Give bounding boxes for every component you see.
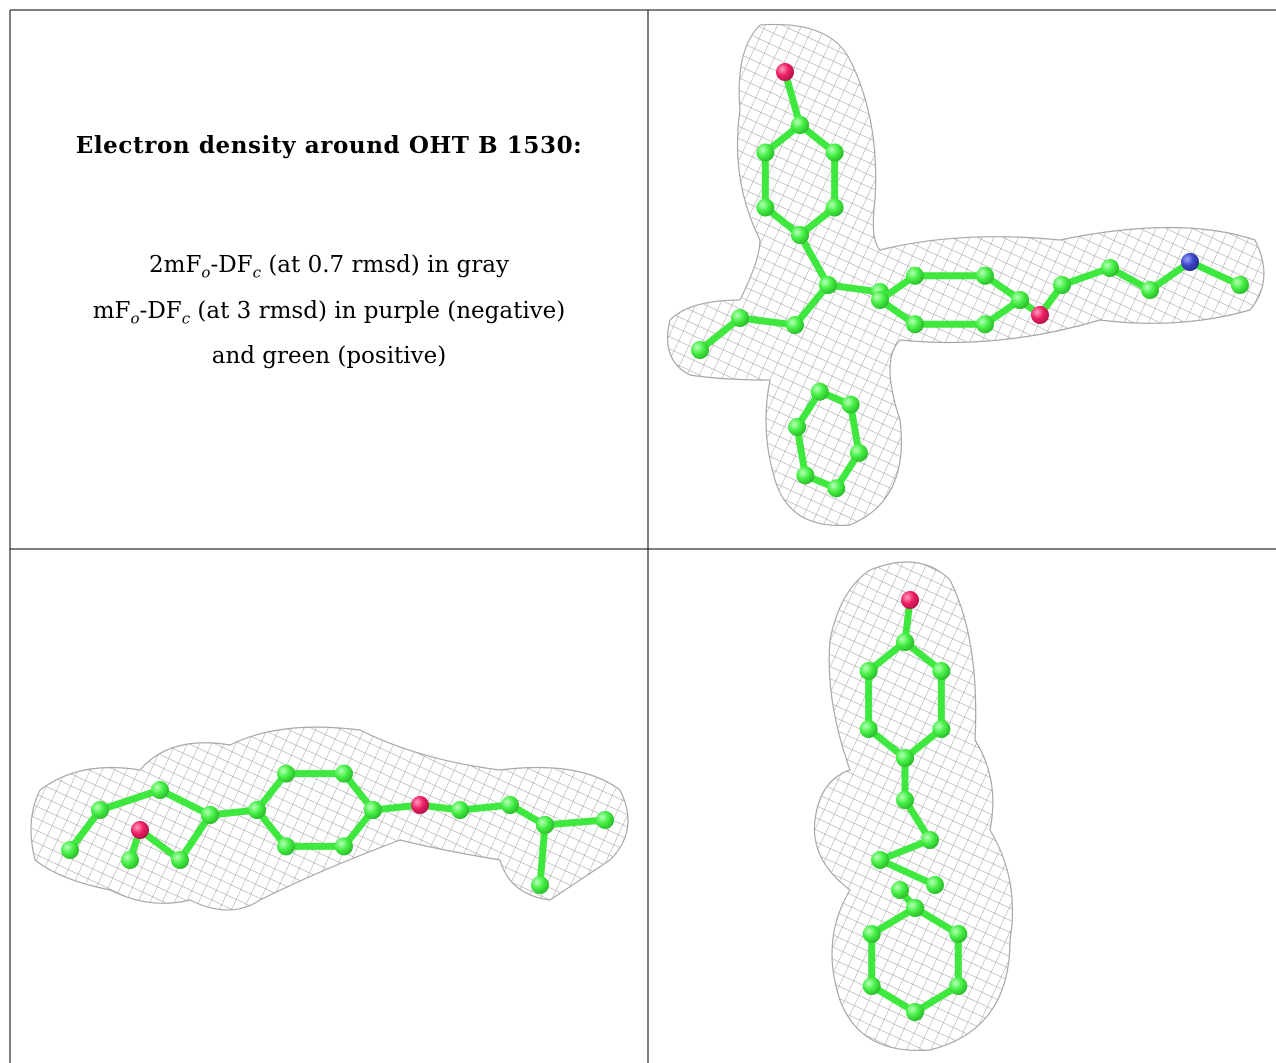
text-run: 2mF [149,252,201,278]
mesh-blob [814,562,1012,1050]
bond [540,825,545,885]
atom [1181,253,1199,271]
atom [277,765,295,783]
atom [1101,259,1119,277]
atom [906,1003,924,1021]
caption-line: 2mFo-DFc (at 0.7 rmsd) in gray [10,246,648,292]
text-run: and green (positive) [212,343,447,369]
atom [906,315,924,333]
atom [536,816,554,834]
atom [791,116,809,134]
atom [596,811,614,829]
atom [850,444,868,462]
subscript: o [131,309,140,327]
atom [949,925,967,943]
atom [811,383,829,401]
atom [756,199,774,217]
atom [151,781,169,799]
atom [731,309,749,327]
atom [788,418,806,436]
atom [786,316,804,334]
atom [501,796,519,814]
text-run: (at 3 rmsd) in purple (negative) [190,298,565,324]
atom [131,821,149,839]
atom [1031,306,1049,324]
atom [248,801,266,819]
atom [201,806,219,824]
text-run: -DF [210,252,252,278]
atom [926,876,944,894]
atom [976,267,994,285]
atom [796,466,814,484]
atom [891,881,909,899]
atom [791,226,809,244]
atom [531,876,549,894]
atom [776,63,794,81]
atom [1141,281,1159,299]
text-run: -DF [140,298,182,324]
caption-line: mFo-DFc (at 3 rmsd) in purple (negative) [10,292,648,338]
atom [277,837,295,855]
atom [1011,291,1029,309]
atom [1231,276,1249,294]
atom [826,199,844,217]
bond [545,820,605,825]
atom [976,315,994,333]
atom [364,801,382,819]
atom [932,720,950,738]
atom [826,144,844,162]
atom [1053,276,1071,294]
atom [896,791,914,809]
atom [896,749,914,767]
atom [860,720,878,738]
atom [827,479,845,497]
text-run: (at 0.7 rmsd) in gray [261,252,509,278]
atom [411,796,429,814]
atom [451,801,469,819]
atom [906,899,924,917]
caption-title: Electron density around OHT B 1530: [10,132,648,159]
atom [871,851,889,869]
atom [819,276,837,294]
atom [863,977,881,995]
caption-line: and green (positive) [10,337,648,375]
atom [171,851,189,869]
subscript: c [182,309,190,327]
atom [871,291,889,309]
atom [691,341,709,359]
atom [61,841,79,859]
subscript: c [253,264,261,282]
atom [335,837,353,855]
atom [901,591,919,609]
atom [921,831,939,849]
atom [335,765,353,783]
atom [932,662,950,680]
caption-cell: Electron density around OHT B 1530: 2mFo… [10,10,648,549]
atom [860,662,878,680]
atom [896,633,914,651]
page: Electron density around OHT B 1530: 2mFo… [0,0,1276,1063]
atom [842,396,860,414]
atom [91,801,109,819]
text-run: mF [93,298,131,324]
atom [756,144,774,162]
atom [121,851,139,869]
atom [949,977,967,995]
atom [906,267,924,285]
atom [863,925,881,943]
